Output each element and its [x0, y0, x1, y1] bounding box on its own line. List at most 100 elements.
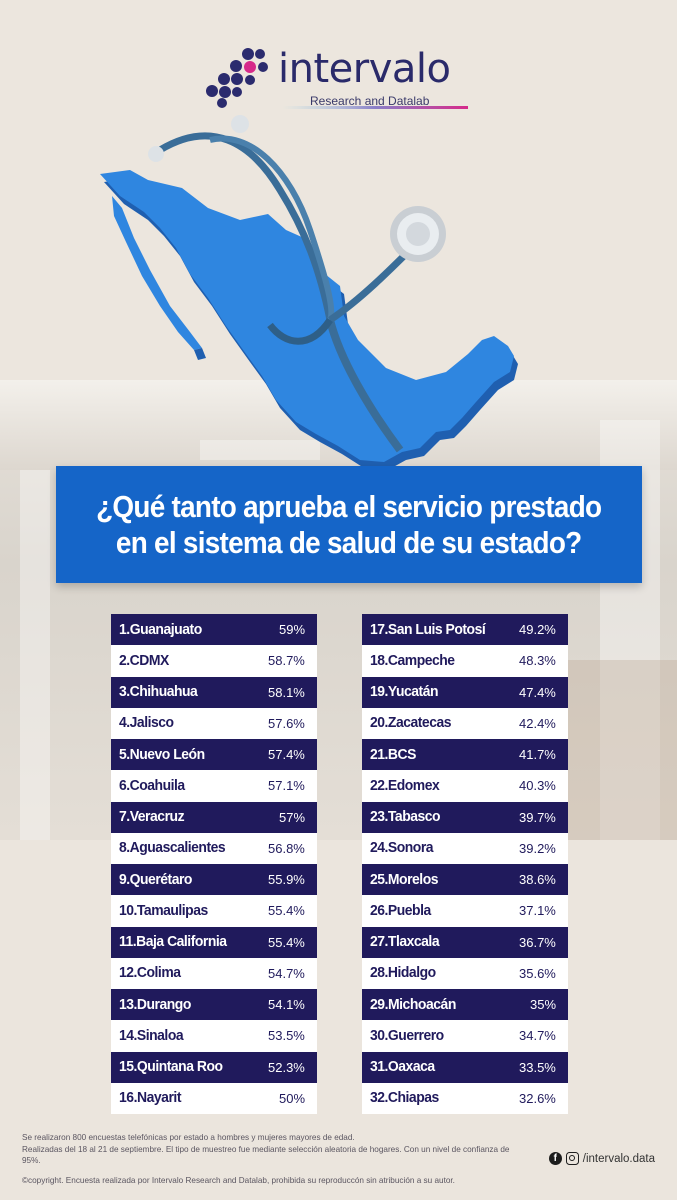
logo-dots-icon [206, 48, 268, 108]
methodology-dates-note: Realizadas del 18 al 21 de septiembre. E… [22, 1145, 510, 1165]
ranking-row: 18.Campeche 48.3% [362, 645, 568, 677]
approval-value: 42.4% [519, 715, 556, 731]
state-name: 27.Tlaxcala [370, 934, 440, 951]
brand-tagline: Research and Datalab [310, 94, 430, 108]
brand-logo: intervalo Research and Datalab [204, 44, 474, 114]
approval-value: 54.1% [268, 997, 305, 1013]
ranking-row: 26.Puebla 37.1% [362, 895, 568, 927]
approval-value: 39.7% [519, 809, 556, 825]
approval-value: 57% [279, 809, 306, 825]
approval-value: 50% [279, 1090, 306, 1106]
state-name: 29.Michoacán [370, 996, 456, 1013]
ranking-row: 20.Zacatecas 42.4% [362, 707, 568, 739]
ranking-row: 25.Morelos 38.6% [362, 864, 568, 896]
approval-value: 35.6% [519, 965, 556, 981]
state-name: 12.Colima [119, 965, 181, 982]
approval-value: 32.6% [519, 1090, 556, 1106]
approval-value: 57.6% [268, 715, 305, 731]
approval-value: 57.4% [268, 747, 305, 763]
ranking-row: 8.Aguascalientes 56.8% [111, 832, 317, 864]
state-name: 3.Chihuahua [119, 684, 198, 701]
ranking-row: 24.Sonora 39.2% [362, 832, 568, 864]
ranking-row: 29.Michoacán 35% [362, 989, 568, 1021]
state-name: 11.Baja California [119, 934, 227, 951]
ranking-row: 23.Tabasco 39.7% [362, 801, 568, 833]
state-name: 2.CDMX [119, 652, 169, 669]
approval-value: 52.3% [268, 1059, 305, 1075]
question-banner: ¿Qué tanto aprueba el servicio prestado … [56, 466, 642, 583]
ranking-row: 14.Sinaloa 53.5% [111, 1020, 317, 1052]
approval-value: 40.3% [519, 778, 556, 794]
approval-value: 37.1% [519, 903, 556, 919]
state-name: 32.Chiapas [370, 1090, 439, 1107]
approval-value: 36.7% [519, 934, 556, 950]
approval-value: 41.7% [519, 747, 556, 763]
state-name: 18.Campeche [370, 652, 455, 669]
state-name: 4.Jalisco [119, 715, 174, 732]
approval-value: 55.9% [268, 872, 305, 888]
approval-value: 47.4% [519, 684, 556, 700]
copyright-note: ©copyright. Encuesta realizada por Inter… [22, 1176, 455, 1185]
state-name: 21.BCS [370, 746, 416, 763]
approval-value: 39.2% [519, 840, 556, 856]
state-name: 31.Oaxaca [370, 1059, 435, 1076]
state-name: 15.Quintana Roo [119, 1059, 223, 1076]
approval-value: 59% [279, 622, 306, 638]
methodology-note: Se realizaron 800 encuestas telefónicas … [22, 1133, 355, 1142]
approval-value: 49.2% [519, 622, 556, 638]
question-title: ¿Qué tanto aprueba el servicio prestado … [96, 488, 602, 561]
state-name: 13.Durango [119, 996, 191, 1013]
ranking-row: 7.Veracruz 57% [111, 801, 317, 833]
logo-underline [282, 106, 468, 109]
brand-name: intervalo [278, 46, 451, 92]
ranking-column-right: 17.San Luis Potosí 49.2% 18.Campeche 48.3%… [362, 614, 568, 1114]
approval-value: 53.5% [268, 1028, 305, 1044]
state-name: 19.Yucatán [370, 684, 439, 701]
state-name: 20.Zacatecas [370, 715, 452, 732]
state-name: 28.Hidalgo [370, 965, 436, 982]
ranking-row: 10.Tamaulipas 55.4% [111, 895, 317, 927]
social-handle-group: f /intervalo.data [548, 1152, 655, 1165]
ranking-row: 22.Edomex 40.3% [362, 770, 568, 802]
ranking-row: 3.Chihuahua 58.1% [111, 676, 317, 708]
state-name: 24.Sonora [370, 840, 434, 857]
facebook-icon: f [548, 1152, 562, 1165]
state-name: 9.Querétaro [119, 871, 192, 888]
ranking-column-left: 1.Guanajuato 59% 2.CDMX 58.7% 3.Chihuahua 5… [111, 614, 317, 1114]
approval-value: 55.4% [268, 934, 305, 950]
ranking-row: 21.BCS 41.7% [362, 739, 568, 771]
state-name: 8.Aguascalientes [119, 840, 226, 857]
state-name: 6.Coahuila [119, 777, 185, 794]
approval-value: 34.7% [519, 1028, 556, 1044]
ranking-row: 27.Tlaxcala 36.7% [362, 926, 568, 958]
approval-value: 48.3% [519, 653, 556, 669]
state-name: 10.Tamaulipas [119, 902, 208, 919]
ranking-row: 19.Yucatán 47.4% [362, 676, 568, 708]
state-name: 17.San Luis Potosí [370, 621, 486, 638]
question-line-2: en el sistema de salud de su estado? [116, 524, 582, 560]
ranking-row: 32.Chiapas 32.6% [362, 1082, 568, 1114]
mexico-map-stethoscope-illustration [100, 115, 518, 470]
ranking-row: 15.Quintana Roo 52.3% [111, 1051, 317, 1083]
state-name: 23.Tabasco [370, 809, 441, 826]
state-name: 14.Sinaloa [119, 1027, 184, 1044]
ranking-row: 9.Querétaro 55.9% [111, 864, 317, 896]
ranking-row: 31.Oaxaca 33.5% [362, 1051, 568, 1083]
ranking-row: 12.Colima 54.7% [111, 957, 317, 989]
approval-value: 57.1% [268, 778, 305, 794]
approval-value: 35% [530, 997, 557, 1013]
approval-value: 55.4% [268, 903, 305, 919]
state-name: 7.Veracruz [119, 809, 185, 826]
state-name: 22.Edomex [370, 777, 440, 794]
ranking-row: 17.San Luis Potosí 49.2% [362, 614, 568, 646]
approval-value: 38.6% [519, 872, 556, 888]
ranking-row: 28.Hidalgo 35.6% [362, 957, 568, 989]
ranking-row: 6.Coahuila 57.1% [111, 770, 317, 802]
state-name: 26.Puebla [370, 902, 431, 919]
state-name: 30.Guerrero [370, 1027, 444, 1044]
ranking-row: 5.Nuevo León 57.4% [111, 739, 317, 771]
approval-value: 58.7% [268, 653, 305, 669]
social-handle: /intervalo.data [582, 1152, 655, 1165]
question-line-1: ¿Qué tanto aprueba el servicio prestado [96, 488, 602, 524]
ranking-row: 4.Jalisco 57.6% [111, 707, 317, 739]
